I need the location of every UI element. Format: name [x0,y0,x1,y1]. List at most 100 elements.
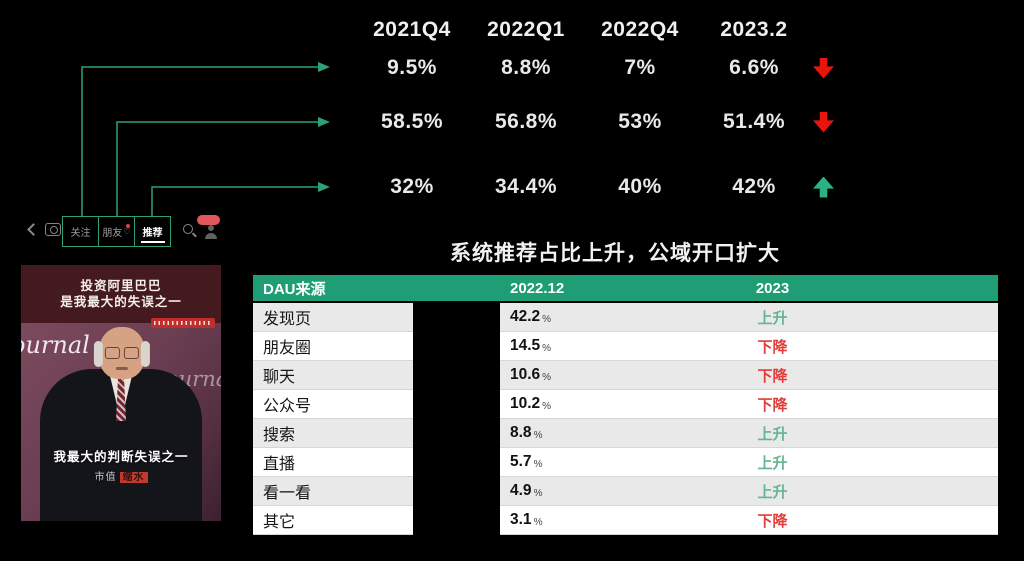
connector-recommend [151,186,318,217]
dau-gap [413,506,500,535]
dau-value-number: 10.6 [510,366,541,383]
metric-row-follow: 9.5% 8.8% 7% 6.6% [355,55,834,81]
video-title-banner: 投资阿里巴巴 是我最大的失误之一 [21,265,221,323]
quarter-table: 2021Q4 2022Q1 2022Q4 2023.2 9.5% 8.8% 7% 6.6% 58… [355,0,855,230]
dau-header-source: DAU来源 [263,280,326,298]
mini-tab-bar: 关注 朋友 ♡ 推荐 [0,212,250,252]
search-icon[interactable] [183,224,193,234]
dau-source: 发现页 [253,303,413,332]
dau-row: 搜索 8.8% 上升 [253,419,998,448]
profile-icon[interactable] [197,215,220,239]
metric-value: 9.5% [387,56,437,79]
dau-source: 其它 [253,506,413,535]
quarter-label: 2021Q4 [373,18,451,41]
glasses-icon [104,347,139,359]
dau-row: 看一看 4.9% 上升 [253,477,998,506]
dau-value-number: 10.2 [510,395,541,412]
dau-value-number: 5.7 [510,453,532,470]
connector-friends [116,121,318,217]
back-chevron-icon[interactable] [27,223,40,236]
dau-row: 聊天 10.6% 下降 [253,361,998,390]
tab-label: 关注 [70,228,91,239]
metric-value: 7% [624,56,656,79]
dau-value: 42.2% [500,303,665,332]
video-subcaption: 市值 缩水 [21,468,221,483]
subcaption-prefix: 市值 [94,472,117,483]
dau-row: 朋友圈 14.5% 下降 [253,332,998,361]
channel-tabs: 关注 朋友 ♡ 推荐 [62,216,171,247]
munger-mouth [115,367,128,370]
dau-value: 8.8% [500,419,665,448]
dau-header-2023: 2023 [755,279,790,297]
camera-icon[interactable] [45,223,61,236]
dau-trend-up: 上升 [665,448,880,477]
dau-source: 搜索 [253,419,413,448]
subcaption-highlight: 缩水 [119,472,148,483]
trend-up-arrow-icon [813,176,834,198]
dau-filler-cell [880,419,998,448]
quarter-label: 2022Q4 [601,18,679,41]
percent-sign: % [533,429,543,441]
dau-value-number: 4.9 [510,482,532,499]
dau-value: 10.2% [500,390,665,419]
video-title-line2: 是我最大的失误之一 [60,295,182,309]
channel-watermark-badge [151,318,215,328]
dau-value: 3.1% [500,506,665,535]
red-dot-badge [126,224,130,228]
metric-value: 34.4% [494,175,558,198]
arrowhead-icon [318,182,330,192]
dau-row: 其它 3.1% 下降 [253,506,998,535]
munger-suit [40,369,202,521]
dau-trend-up: 上升 [665,419,880,448]
dau-table-body: 发现页 42.2% 上升 朋友圈 14.5% 下降 聊天 10.6% 下降 公众号 10.2% 下降搜… [253,303,998,535]
munger-hair [93,341,103,367]
dau-trend-down: 下降 [665,361,880,390]
notification-badge [197,215,220,225]
percent-sign: % [542,400,552,412]
dau-table-header: DAU来源 2022.12 2023 [253,275,998,303]
dau-trend-up: 上升 [665,303,880,332]
metric-value: 58.5% [380,110,444,133]
dau-trend-up: 上升 [665,477,880,506]
heart-icon: ♡ [123,227,131,236]
munger-tie [116,377,126,421]
metric-value: 53% [618,110,662,133]
metric-value: 40% [618,175,662,198]
video-thumbnail[interactable]: 投资阿里巴巴 是我最大的失误之一 ournal ournal 我最大的判断失误之… [21,265,221,521]
dau-trend-down: 下降 [665,506,880,535]
dau-source: 直播 [253,448,413,477]
section-title: 系统推荐占比上升，公域开口扩大 [450,242,780,265]
tab-recommend[interactable]: 推荐 [134,216,171,247]
tab-label: 朋友 [102,228,123,239]
percent-sign: % [542,342,552,354]
arrowhead-icon [318,62,330,72]
arrowhead-icon [318,117,330,127]
percent-sign: % [542,371,552,383]
metric-value: 51.4% [722,110,786,133]
dau-gap [413,390,500,419]
person-head-icon [208,225,214,231]
dau-trend-down: 下降 [665,390,880,419]
munger-face [93,327,150,379]
percent-sign: % [533,487,543,499]
tab-follow[interactable]: 关注 [62,216,99,247]
metric-value: 6.6% [729,56,779,79]
tab-friends[interactable]: 朋友 ♡ [98,216,135,247]
tab-label: 推荐 [142,228,163,239]
munger-hair [140,341,150,367]
dau-value: 4.9% [500,477,665,506]
dau-value-number: 8.8 [510,424,532,441]
trend-down-arrow-icon [813,57,834,79]
dau-value-number: 14.5 [510,337,541,354]
quarter-label: 2023.2 [720,18,788,41]
dau-gap [413,361,500,390]
dau-gap [413,477,500,506]
dau-table: DAU来源 2022.12 2023 发现页 42.2% 上升 朋友圈 14.5% 下降聊… [253,275,998,535]
video-caption: 我最大的判断失误之一 [53,450,189,464]
dau-row: 公众号 10.2% 下降 [253,390,998,419]
video-title-line1: 投资阿里巴巴 [80,279,162,293]
percent-sign: % [542,313,552,325]
dau-value-number: 42.2 [510,308,541,325]
dau-source: 看一看 [253,477,413,506]
trend-down-arrow-icon [813,111,834,133]
